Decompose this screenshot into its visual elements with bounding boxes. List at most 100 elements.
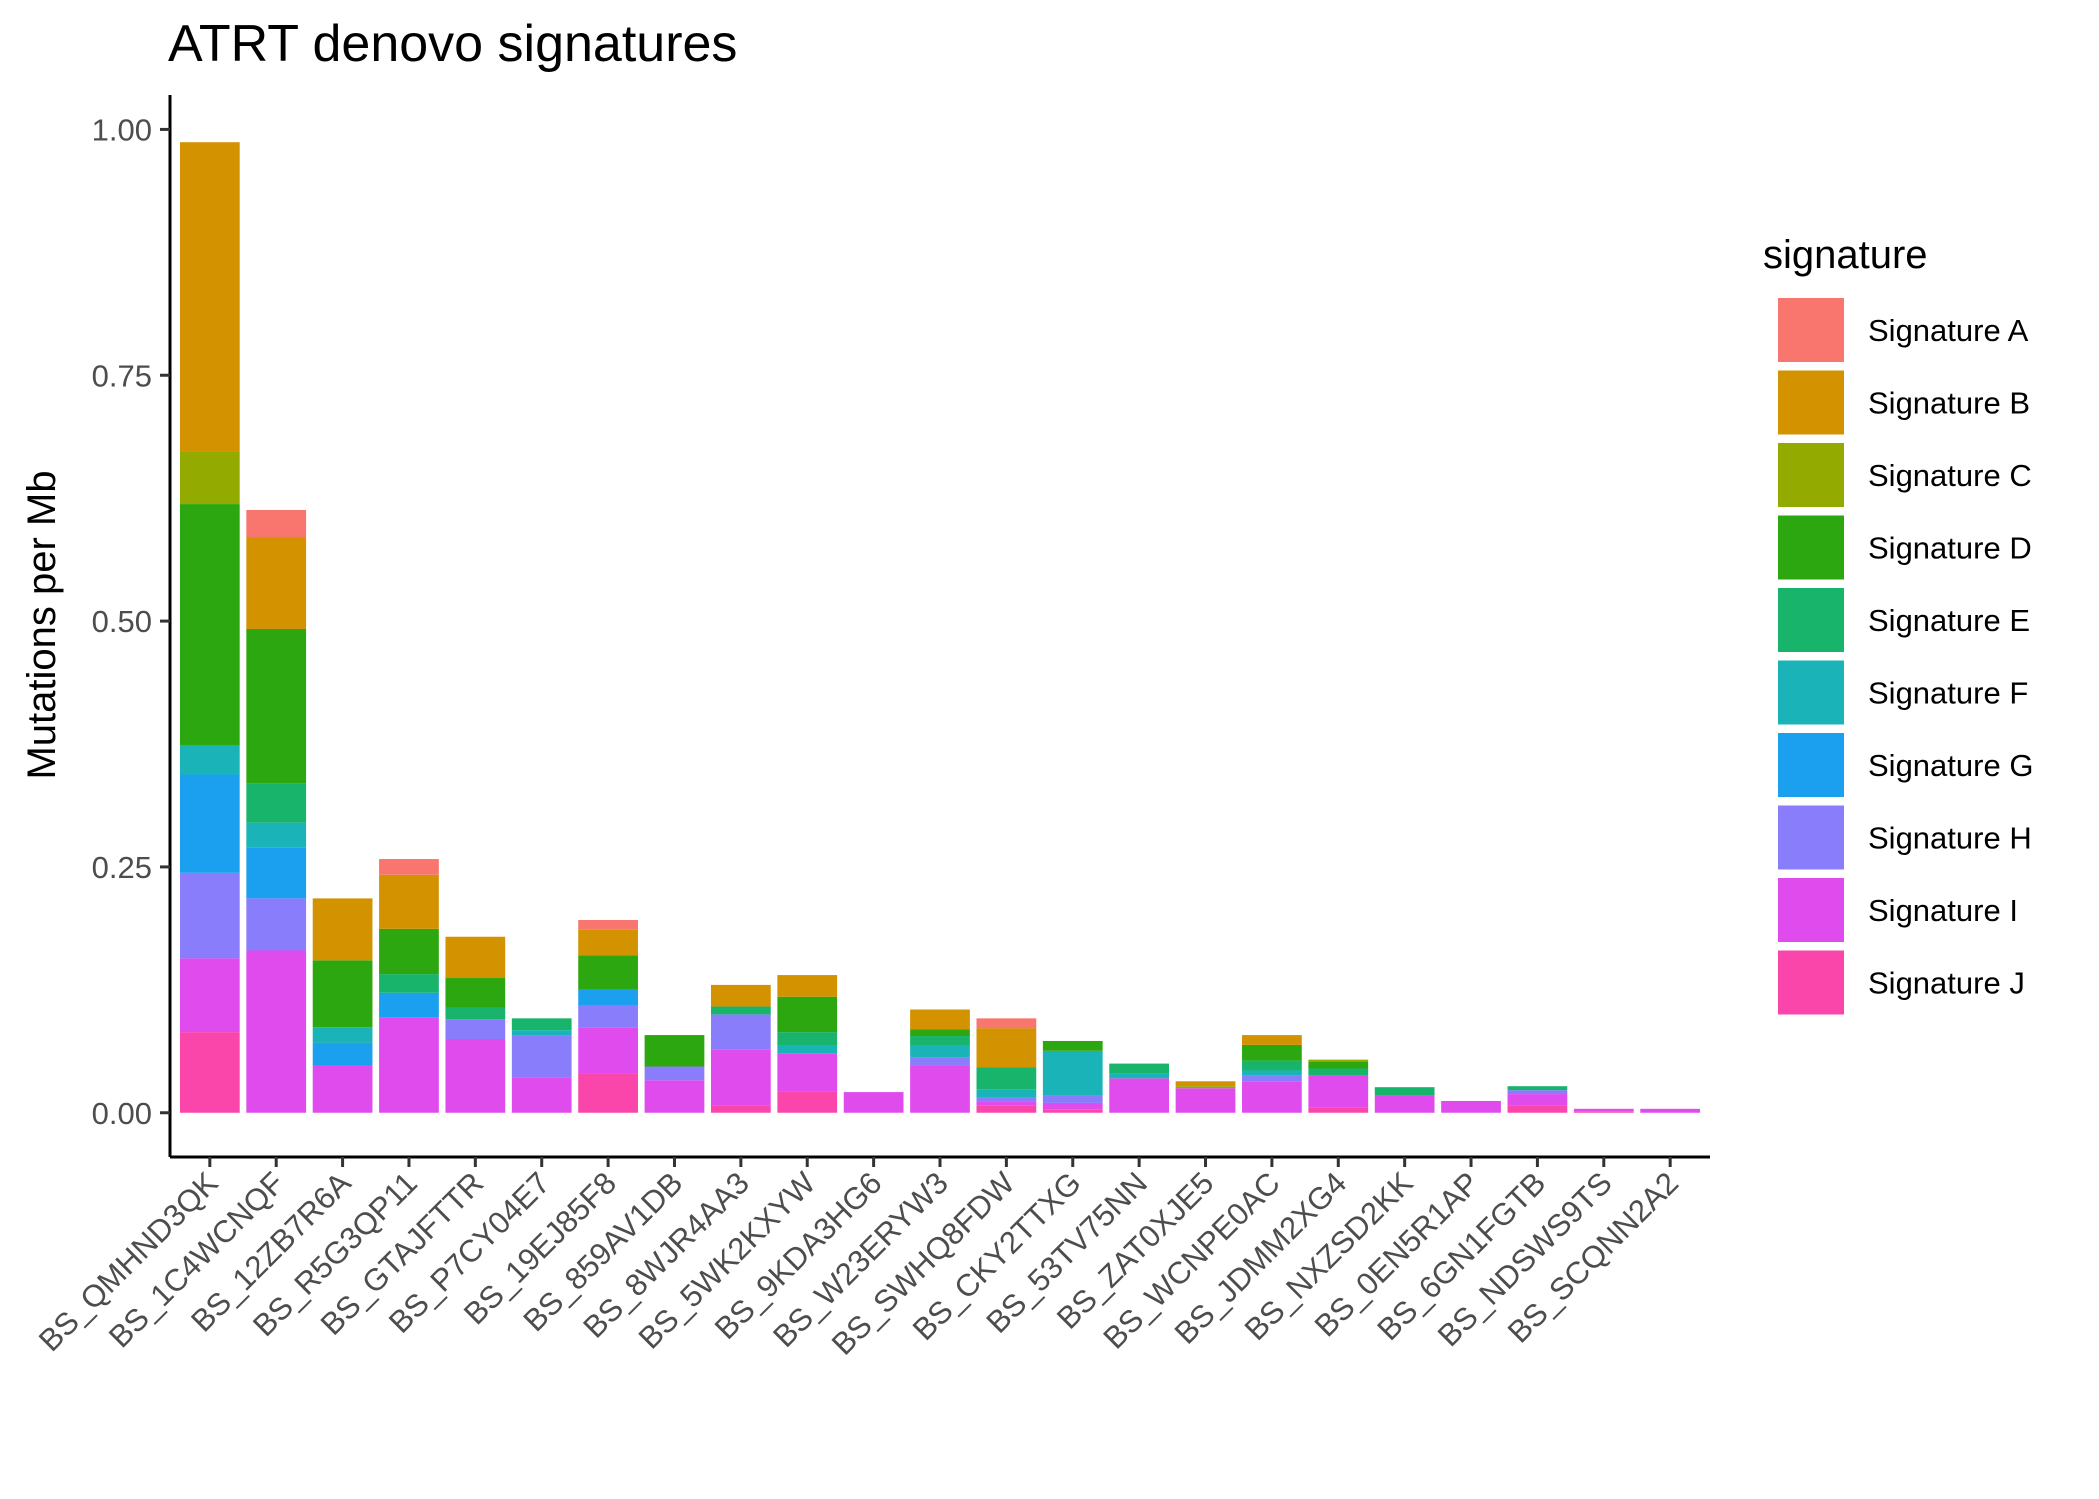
bar-segment	[246, 950, 307, 1113]
y-tick-label: 0.00	[92, 1096, 152, 1131]
bar-segment	[1109, 1063, 1170, 1074]
bar-segment	[179, 872, 240, 959]
bar-segment	[644, 1035, 705, 1067]
bar-segment	[246, 847, 307, 899]
bar-segment	[644, 1066, 705, 1081]
legend-key	[1778, 298, 1844, 362]
bar-segment	[710, 984, 771, 1007]
bar-segment	[710, 1014, 771, 1050]
bar-segment	[379, 859, 439, 875]
bar-segment	[246, 783, 307, 823]
bar-segment	[1507, 1094, 1568, 1106]
bar-segment	[312, 898, 373, 961]
bar-segment	[1507, 1105, 1568, 1113]
bar-segment	[976, 1028, 1037, 1068]
bar-segment	[379, 992, 439, 1018]
bar-segment	[1175, 1088, 1236, 1113]
bar-segment	[1042, 1109, 1103, 1113]
bar-segment	[445, 1019, 506, 1039]
bar-segment	[312, 1027, 373, 1043]
bar-segment	[1573, 1108, 1634, 1112]
legend-key	[1778, 443, 1844, 507]
bar-segment	[578, 955, 638, 990]
bar-segment	[445, 936, 506, 979]
bar-segment	[1507, 1086, 1568, 1091]
bar-segment	[1109, 1073, 1170, 1079]
bar-segment	[976, 1097, 1037, 1102]
bar-segment	[976, 1067, 1037, 1090]
legend-label: Signature I	[1868, 893, 2018, 928]
bar-segment	[1308, 1075, 1369, 1108]
bar-segment	[1242, 1060, 1302, 1071]
legend-label: Signature B	[1868, 386, 2030, 421]
bar-segment	[511, 1018, 572, 1031]
bar-segment	[179, 774, 240, 873]
legend-key	[1778, 950, 1844, 1015]
bar-segment	[777, 1091, 838, 1113]
bar-segment	[578, 989, 638, 1006]
bar-segment	[910, 1029, 970, 1037]
bar-segment	[910, 1009, 970, 1030]
bar-segment	[445, 978, 506, 1008]
chart-title: ATRT denovo signatures	[168, 15, 738, 73]
bar-segment	[710, 1105, 771, 1113]
legend-key	[1778, 515, 1844, 580]
bar-segment	[1042, 1095, 1103, 1103]
legend-label: Signature G	[1868, 748, 2033, 783]
legend-label: Signature H	[1868, 821, 2032, 856]
bar-segment	[777, 1045, 838, 1054]
bar-segment	[179, 1032, 240, 1113]
bar-segment	[1507, 1090, 1568, 1095]
bar-segment	[246, 509, 307, 538]
bar-segment	[379, 874, 439, 929]
bar-segment	[312, 960, 373, 1028]
bar-segment	[1441, 1100, 1501, 1113]
bar-segment	[246, 822, 307, 848]
y-tick-label: 0.50	[92, 604, 152, 639]
bar-segment	[843, 1092, 904, 1113]
bar-segment	[1374, 1095, 1435, 1113]
legend-label: Signature F	[1868, 676, 2028, 711]
legend-key	[1778, 370, 1844, 435]
bar-segment	[445, 1039, 506, 1113]
bar-segment	[1308, 1107, 1369, 1113]
bar-segment	[1242, 1070, 1302, 1076]
y-tick-label: 0.25	[92, 850, 152, 885]
legend-key	[1778, 588, 1844, 652]
bar-segment	[1242, 1081, 1302, 1113]
legend-key	[1778, 733, 1844, 797]
bar-segment	[312, 1042, 373, 1066]
bar-segment	[710, 1049, 771, 1106]
bar-segment	[1042, 1040, 1103, 1051]
bar-segment	[179, 958, 240, 1033]
bar-segment	[179, 142, 240, 452]
bar-segment	[777, 1032, 838, 1046]
bar-segment	[379, 928, 439, 975]
bar-segment	[179, 451, 240, 505]
legend-label: Signature A	[1868, 313, 2029, 348]
bar-segment	[511, 1030, 572, 1036]
bar-segment	[1242, 1035, 1302, 1045]
bar-segment	[511, 1077, 572, 1113]
y-tick-label: 0.75	[92, 358, 152, 393]
bar-segment	[312, 1065, 373, 1113]
bar-segment	[246, 898, 307, 951]
bar-segment	[1640, 1108, 1701, 1113]
legend-title: signature	[1763, 233, 1928, 277]
legend-key	[1778, 805, 1844, 870]
bar-segment	[1308, 1061, 1369, 1069]
y-tick-label: 1.00	[92, 112, 152, 147]
bar-segment	[179, 504, 240, 745]
bar-segment	[1573, 1111, 1634, 1113]
bar-segment	[710, 1006, 771, 1015]
bar-segment	[910, 1036, 970, 1046]
bar-segment	[976, 1089, 1037, 1098]
bar-segment	[578, 929, 638, 956]
bar-segment	[1242, 1044, 1302, 1061]
bar-segment	[578, 1005, 638, 1028]
legend-key	[1778, 878, 1844, 942]
bar-segment	[644, 1080, 705, 1113]
bar-segment	[777, 1053, 838, 1092]
bar-segment	[246, 537, 307, 629]
